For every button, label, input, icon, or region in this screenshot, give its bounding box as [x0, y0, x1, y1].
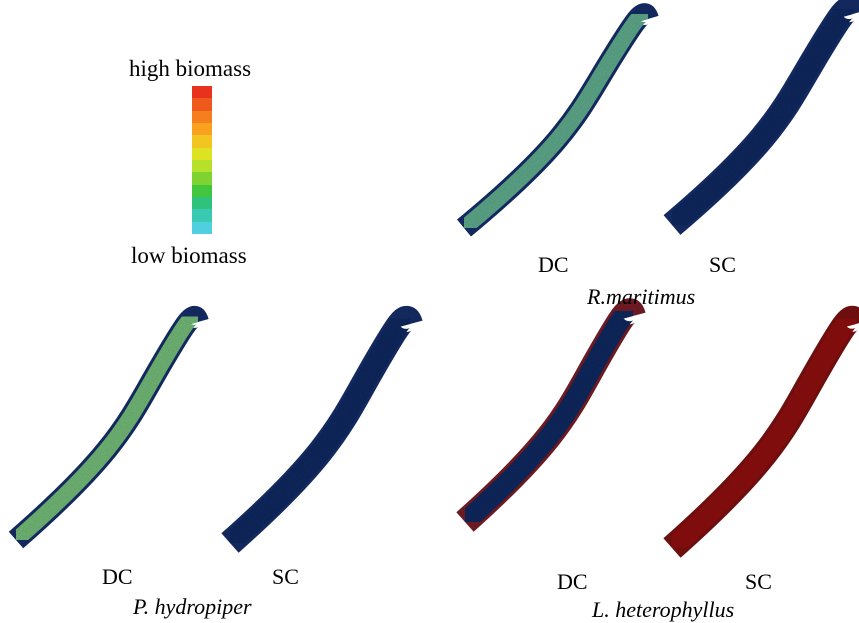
legend-scale-step: [192, 184, 212, 197]
p-hydropiper-sc-channel: [223, 309, 420, 551]
legend-scale-step: [192, 122, 212, 136]
l-heterophyllus-sc-label: SC: [745, 569, 772, 594]
l-heterophyllus-dc-label: DC: [557, 569, 588, 594]
legend-scale-step: [192, 221, 212, 234]
legend-high-label: high biomass: [129, 56, 252, 81]
legend-scale-step: [192, 159, 212, 173]
legend-scale-step: [192, 209, 212, 222]
legend-scale-step: [192, 86, 212, 99]
l-heterophyllus-dc-channel: [458, 301, 643, 530]
r-maritimus-dc-label: DC: [538, 252, 569, 277]
legend-scale-step: [192, 196, 212, 210]
legend-color-scale: [192, 86, 212, 234]
p-hydropiper-dc-label: DC: [102, 564, 133, 589]
legend-scale-step: [192, 172, 212, 185]
r-maritimus-sc-channel: [665, 0, 859, 233]
r-maritimus-sc-label: SC: [709, 252, 736, 277]
l-heterophyllus-species-label: L. heterophyllus: [592, 597, 735, 622]
p-hydropiper-species-label: P. hydropiper: [133, 594, 252, 619]
p-hydropiper-dc-channel: [10, 309, 206, 547]
legend-scale-step: [192, 135, 212, 148]
legend-scale-step: [192, 110, 212, 123]
r-maritimus-dc-channel: [458, 6, 656, 235]
legend-scale-step: [192, 147, 212, 160]
r-maritimus-species-label: R.maritimus: [587, 284, 696, 309]
p-hydropiper-sc-label: SC: [272, 564, 299, 589]
l-heterophyllus-sc-channel: [665, 308, 859, 556]
legend-scale-step: [192, 98, 212, 111]
legend-low-label: low biomass: [131, 243, 247, 268]
